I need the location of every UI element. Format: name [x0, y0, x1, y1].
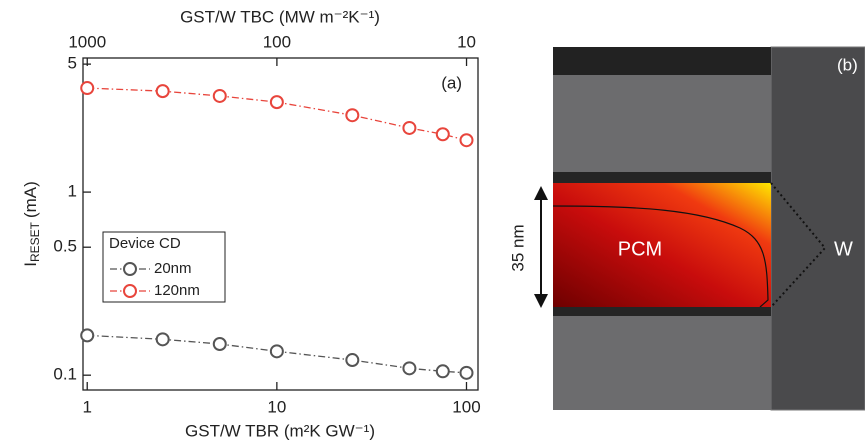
- data-point: [80, 328, 95, 343]
- data-point: [459, 365, 474, 380]
- dimension-label: 35 nm: [508, 224, 527, 271]
- y-tick-label: 1: [68, 182, 77, 201]
- data-point: [212, 88, 227, 103]
- electrode-block: [770, 46, 865, 411]
- x2-tick-label: 1000: [68, 32, 106, 51]
- y-title-sub: RESET: [28, 221, 42, 262]
- data-point: [402, 120, 417, 135]
- panel-label: (b): [837, 55, 858, 74]
- data-point: [435, 364, 450, 379]
- x2-axis-title: GST/W TBC (MW m⁻²K⁻¹): [180, 7, 380, 26]
- y-axis-title: IRESET (mA): [21, 181, 42, 267]
- top-layer: [553, 47, 771, 75]
- data-point: [345, 108, 360, 123]
- liner-bottom: [553, 307, 771, 316]
- x2-tick-label: 100: [263, 32, 291, 51]
- melt-front: [552, 205, 769, 308]
- legend-title: Device CD: [109, 235, 181, 252]
- liner-top: [553, 172, 771, 183]
- data-point: [402, 361, 417, 376]
- x-tick-label: 100: [452, 397, 480, 416]
- plot-frame: [82, 57, 479, 391]
- pcm-label: PCM: [618, 238, 662, 260]
- data-point: [269, 344, 284, 359]
- y-tick-label: 0.5: [53, 237, 77, 256]
- x2-tick-label: 10: [457, 32, 476, 51]
- legend-label: 120nm: [154, 282, 200, 299]
- arrow-head: [534, 186, 548, 200]
- legend-label: 20nm: [154, 260, 192, 277]
- panel-label: (a): [441, 73, 462, 92]
- data-point: [269, 95, 284, 110]
- data-point: [459, 133, 474, 148]
- device-diagram: 35 nm PCM W (b): [508, 46, 865, 411]
- legend-marker: [123, 262, 137, 276]
- x-tick-label: 10: [267, 397, 286, 416]
- w-label: W: [834, 238, 853, 260]
- y-title-unit: (mA): [21, 181, 40, 218]
- data-point: [155, 332, 170, 347]
- dielectric-top: [553, 75, 771, 172]
- data-point: [155, 84, 170, 99]
- y-tick-label: 0.1: [53, 365, 77, 384]
- chart: (a) GST/W TBR (m²K GW⁻¹) GST/W TBC (MW m…: [21, 7, 480, 440]
- x-axis-title: GST/W TBR (m²K GW⁻¹): [185, 421, 375, 440]
- data-point: [80, 81, 95, 96]
- y-tick-label: 5: [68, 54, 77, 73]
- data-point: [345, 353, 360, 368]
- x-tick-label: 1: [82, 397, 91, 416]
- data-point: [435, 127, 450, 142]
- y-title-main: I: [21, 262, 40, 267]
- pcm-region: [553, 183, 771, 307]
- data-point: [212, 337, 227, 352]
- legend-marker: [123, 284, 137, 298]
- arrow-head: [534, 294, 548, 308]
- dielectric-bottom: [553, 316, 771, 410]
